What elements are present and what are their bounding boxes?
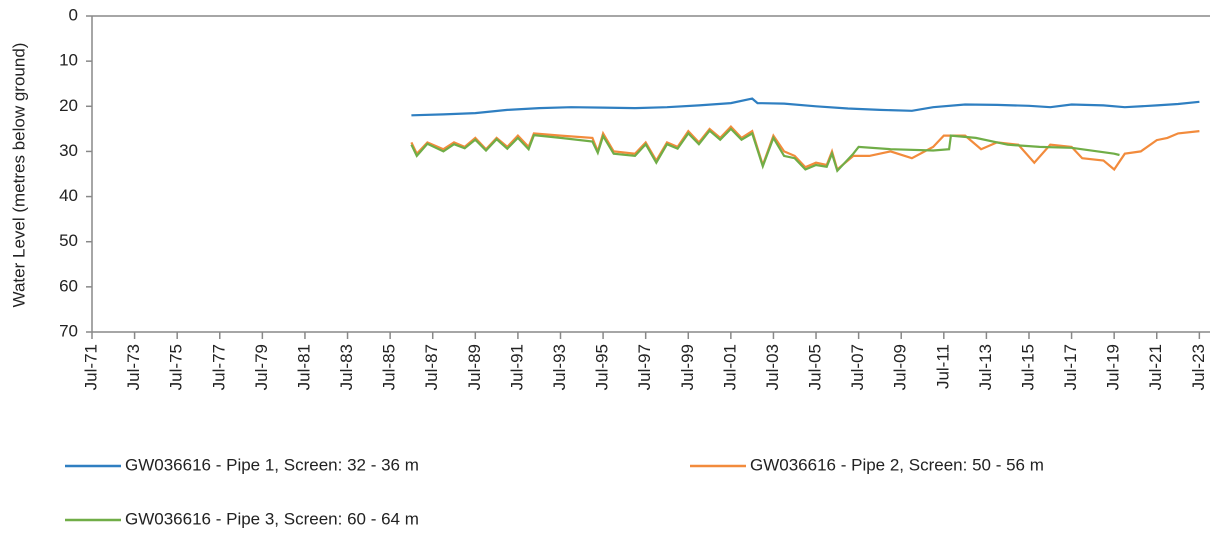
y-tick-label: 50 bbox=[59, 231, 78, 250]
y-tick-label: 70 bbox=[59, 321, 78, 340]
x-tick-label: Jul-73 bbox=[124, 344, 143, 390]
x-tick-label: Jul-07 bbox=[848, 344, 867, 390]
x-tick-label: Jul-95 bbox=[593, 344, 612, 390]
x-tick-label: Jul-93 bbox=[550, 344, 569, 390]
legend-label: GW036616 - Pipe 1, Screen: 32 - 36 m bbox=[125, 455, 419, 474]
x-tick-label: Jul-01 bbox=[720, 344, 739, 390]
x-tick-label: Jul-81 bbox=[294, 344, 313, 390]
y-tick-label: 20 bbox=[59, 96, 78, 115]
x-tick-label: Jul-11 bbox=[933, 344, 952, 389]
x-tick-label: Jul-71 bbox=[81, 344, 100, 390]
x-tick-label: Jul-83 bbox=[337, 344, 356, 390]
x-tick-label: Jul-23 bbox=[1189, 344, 1208, 390]
x-tick-label: Jul-91 bbox=[507, 344, 526, 390]
x-tick-label: Jul-21 bbox=[1146, 344, 1165, 390]
x-tick-label: Jul-89 bbox=[465, 344, 484, 390]
x-tick-label: Jul-17 bbox=[1061, 344, 1080, 390]
x-tick-label: Jul-19 bbox=[1104, 344, 1123, 390]
y-tick-label: 0 bbox=[69, 5, 78, 24]
y-tick-label: 30 bbox=[59, 141, 78, 160]
x-tick-label: Jul-85 bbox=[380, 344, 399, 390]
y-axis-label: Water Level (metres below ground) bbox=[9, 43, 28, 308]
y-tick-label: 40 bbox=[59, 186, 78, 205]
legend-label: GW036616 - Pipe 2, Screen: 50 - 56 m bbox=[750, 455, 1044, 474]
series-line bbox=[411, 97, 1200, 117]
x-tick-label: Jul-79 bbox=[252, 344, 271, 390]
x-tick-label: Jul-15 bbox=[1018, 344, 1037, 390]
y-tick-label: 60 bbox=[59, 276, 78, 295]
x-tick-label: Jul-03 bbox=[763, 344, 782, 390]
x-tick-label: Jul-97 bbox=[635, 344, 654, 390]
x-tick-label: Jul-13 bbox=[976, 344, 995, 390]
x-tick-label: Jul-09 bbox=[891, 344, 910, 390]
legend-label: GW036616 - Pipe 3, Screen: 60 - 64 m bbox=[125, 509, 419, 528]
x-tick-label: Jul-05 bbox=[806, 344, 825, 390]
x-tick-label: Jul-99 bbox=[678, 344, 697, 390]
series-line bbox=[410, 127, 1120, 173]
x-tick-label: Jul-87 bbox=[422, 344, 441, 390]
x-tick-label: Jul-75 bbox=[167, 344, 186, 390]
y-tick-label: 10 bbox=[59, 51, 78, 70]
x-tick-label: Jul-77 bbox=[209, 344, 228, 390]
